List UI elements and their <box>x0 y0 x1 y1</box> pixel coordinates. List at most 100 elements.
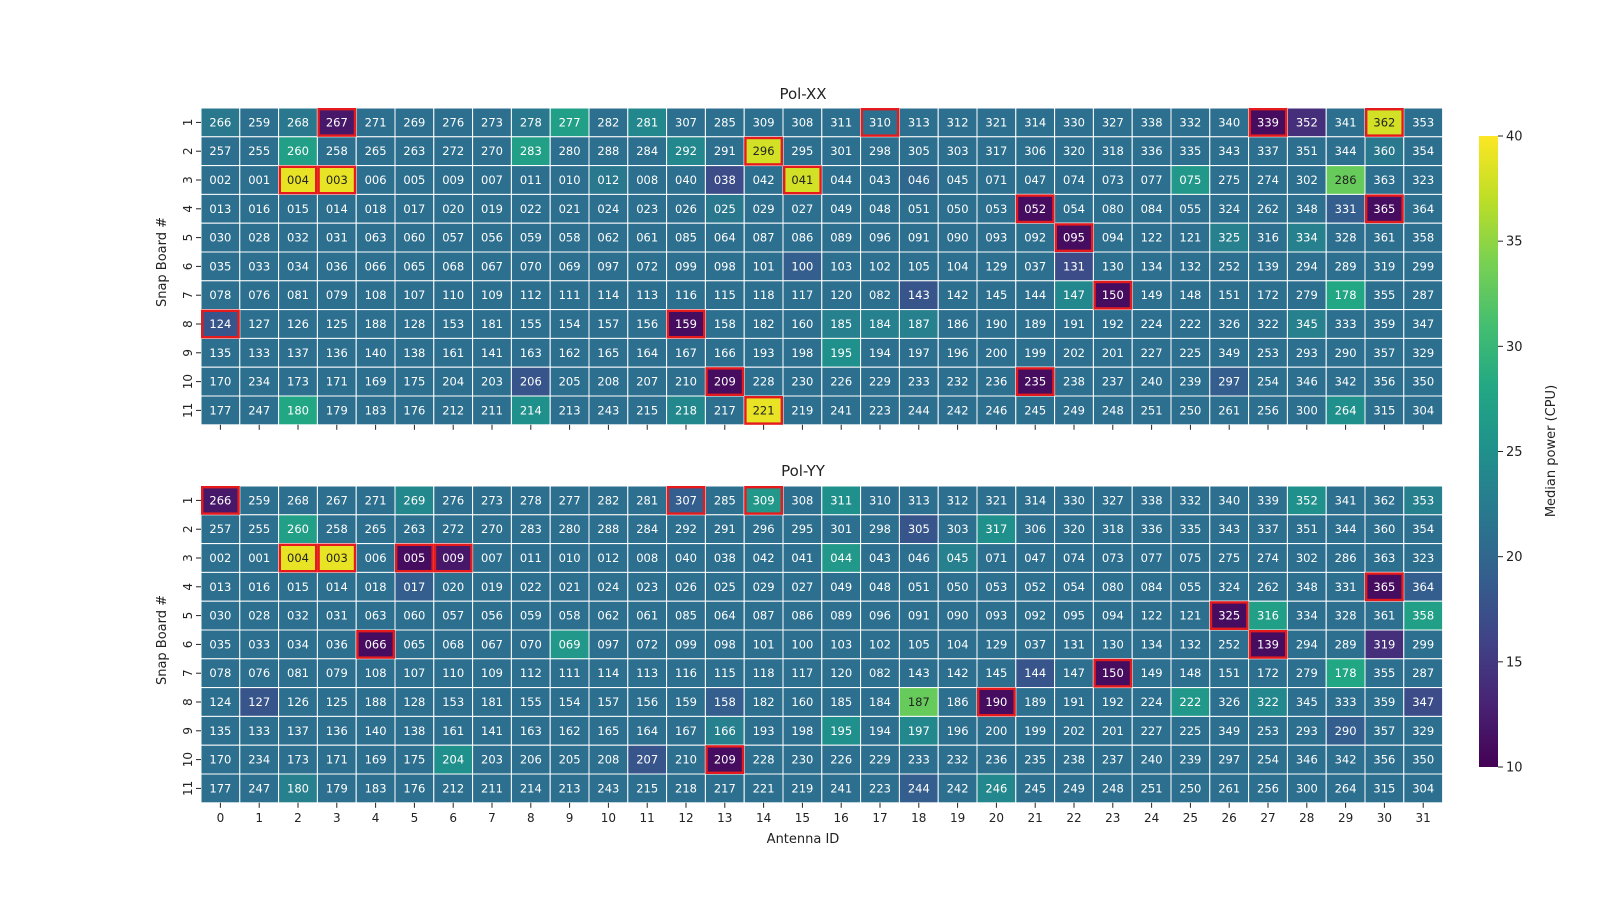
cell-label: 250 <box>1179 781 1201 795</box>
cell-label: 161 <box>442 724 464 738</box>
cell-label: 352 <box>1296 115 1318 129</box>
highlight-box <box>1248 107 1288 137</box>
heatmap-cell <box>1403 395 1444 426</box>
cell-label: 017 <box>403 202 425 216</box>
heatmap-cell <box>316 222 357 253</box>
heatmap-cell <box>1131 485 1172 516</box>
cell-label: 289 <box>1335 637 1357 651</box>
cell-label: 125 <box>326 695 348 709</box>
cell-label: 176 <box>403 403 425 417</box>
heatmap-cell <box>1092 136 1133 167</box>
x-tick-label: 16 <box>834 811 849 825</box>
cell-label: 005 <box>403 173 425 187</box>
cell-label: 161 <box>442 346 464 360</box>
cell-label: 269 <box>403 493 425 507</box>
heatmap-cell <box>278 222 318 253</box>
cell-label: 187 <box>908 317 930 331</box>
heatmap-cell <box>316 571 357 602</box>
cell-label: 014 <box>326 580 348 594</box>
heatmap-cell <box>1209 107 1250 138</box>
cell-label: 096 <box>869 609 891 623</box>
heatmap-cell <box>704 193 745 224</box>
cell-label: 062 <box>597 231 619 245</box>
cell-label: 180 <box>287 403 309 417</box>
cell-label: 145 <box>985 288 1007 302</box>
cell-label: 067 <box>481 259 503 273</box>
heatmap-cell <box>1209 165 1250 195</box>
cell-label: 249 <box>1063 403 1085 417</box>
heatmap-cell <box>1248 543 1288 573</box>
heatmap-cell <box>355 514 396 545</box>
cell-label: 256 <box>1257 781 1279 795</box>
heatmap-cell <box>666 629 706 660</box>
heatmap-cell <box>976 222 1017 253</box>
cell-label: 008 <box>636 173 658 187</box>
cell-label: 046 <box>908 551 930 565</box>
y-tick-label: 2 <box>181 147 195 155</box>
heatmap-cell <box>394 715 435 746</box>
cell-label: 110 <box>442 288 464 302</box>
cell-label: 009 <box>442 551 464 565</box>
heatmap-cell <box>1325 773 1366 804</box>
cell-label: 038 <box>714 551 736 565</box>
cell-label: 050 <box>947 580 969 594</box>
colorbar-tick-label: 20 <box>1506 550 1523 565</box>
heatmap-cell <box>1092 193 1133 224</box>
heatmap-cell <box>1092 366 1133 397</box>
cell-label: 024 <box>597 580 619 594</box>
highlight-box <box>278 543 318 573</box>
cell-label: 167 <box>675 724 697 738</box>
cell-label: 363 <box>1373 173 1395 187</box>
cell-label: 242 <box>947 781 969 795</box>
heatmap-cell <box>782 136 823 167</box>
y-tick-label: 4 <box>181 583 195 591</box>
heatmap-cell <box>976 715 1017 746</box>
cell-label: 053 <box>985 202 1007 216</box>
cell-label: 135 <box>209 724 231 738</box>
cell-label: 243 <box>597 403 619 417</box>
cell-label: 358 <box>1412 231 1434 245</box>
heatmap-cell <box>433 193 474 224</box>
cell-label: 291 <box>714 144 736 158</box>
heatmap-cell <box>549 337 590 368</box>
heatmap-cell <box>898 222 939 253</box>
cell-label: 294 <box>1296 259 1318 273</box>
cell-label: 206 <box>520 753 542 767</box>
x-axis-label: Antenna ID <box>767 832 840 847</box>
cell-label: 314 <box>1024 115 1046 129</box>
heatmap-cell <box>510 193 551 224</box>
x-tick-label: 6 <box>449 811 457 825</box>
y-tick-label: 7 <box>181 669 195 677</box>
cell-label: 355 <box>1373 288 1395 302</box>
heatmap-cell <box>316 773 357 804</box>
cell-label: 060 <box>403 609 425 623</box>
heatmap-cell <box>588 543 629 573</box>
x-tick-label: 13 <box>717 811 732 825</box>
cell-label: 195 <box>830 346 852 360</box>
heatmap-cell <box>278 744 318 775</box>
highlight-box <box>317 107 357 137</box>
cell-label: 241 <box>830 781 852 795</box>
cell-label: 245 <box>1024 403 1046 417</box>
cell-label: 107 <box>403 288 425 302</box>
cell-label: 066 <box>365 259 387 273</box>
cell-label: 339 <box>1257 493 1279 507</box>
cell-label: 100 <box>791 637 813 651</box>
heatmap-cell <box>821 629 862 660</box>
cell-label: 192 <box>1102 317 1124 331</box>
heatmap-cell <box>1248 571 1288 602</box>
cell-label: 012 <box>597 173 619 187</box>
cell-label: 333 <box>1335 317 1357 331</box>
heatmap-cell <box>1286 251 1327 282</box>
highlight-box <box>860 107 900 137</box>
heatmap-cell <box>782 280 823 311</box>
heatmap-cell <box>200 280 241 311</box>
heatmap-cell <box>666 395 706 426</box>
cell-label: 196 <box>947 724 969 738</box>
heatmap-cell <box>937 280 978 311</box>
cell-label: 109 <box>481 288 503 302</box>
cell-label: 347 <box>1412 317 1434 331</box>
cell-label: 089 <box>830 609 852 623</box>
cell-label: 032 <box>287 609 309 623</box>
